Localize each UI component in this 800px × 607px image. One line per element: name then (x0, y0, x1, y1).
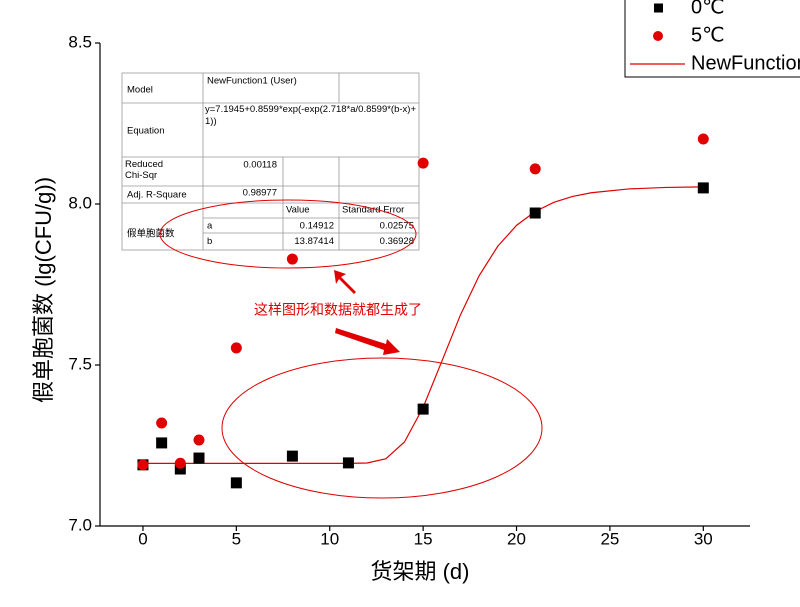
y-axis-label: 假单胞菌数 (lg(CFU/g)) (31, 177, 56, 403)
point (174, 463, 186, 475)
point (137, 459, 149, 471)
arrow (334, 270, 356, 294)
point (174, 457, 186, 469)
point (193, 434, 205, 446)
legend-label: 0℃ (691, 0, 725, 18)
x-tick-label: 15 (414, 529, 433, 548)
table-border (121, 72, 420, 251)
table-cell: Adj. R-Square (127, 190, 187, 201)
table-cell: 假单胞菌数 (127, 228, 175, 240)
y-tick-label: 8.0 (68, 193, 92, 212)
y-tick-label: 8.5 (68, 32, 92, 51)
table-cell: Value (286, 205, 310, 216)
point (529, 163, 541, 175)
table-cell: y=7.1945+0.8599*exp(-exp(2.718*a/0.8599*… (205, 104, 416, 127)
table-cell-wrap: y=7.1945+0.8599*exp(-exp(2.718*a/0.8599*… (205, 104, 416, 127)
x-tick-label: 0 (138, 529, 147, 548)
legend-label: NewFunction1 (691, 52, 800, 74)
x-tick-label: 25 (600, 529, 619, 548)
legend-label: 5℃ (691, 24, 725, 46)
table-cell: 0.36928 (380, 236, 414, 247)
point (697, 133, 709, 145)
arrow (335, 328, 400, 355)
point (697, 182, 709, 194)
highlight-ellipse (221, 357, 543, 499)
table-cell: Equation (127, 126, 165, 137)
fit-line (142, 186, 704, 464)
table-cell: b (207, 236, 212, 247)
point (342, 457, 354, 469)
point (230, 342, 242, 354)
y-tick-label: 7.0 (68, 515, 92, 534)
y-tick-label: 7.5 (68, 354, 92, 373)
legend-marker (653, 31, 663, 41)
point (156, 417, 168, 429)
table-cell: 0.02575 (380, 221, 414, 232)
legend-marker (654, 3, 663, 13)
point (286, 253, 298, 265)
x-tick-label: 30 (694, 529, 713, 548)
highlight-ellipse (159, 199, 417, 269)
point (193, 452, 205, 464)
table-cell: 0.98977 (243, 188, 277, 199)
table-cell: a (207, 221, 213, 232)
point (417, 403, 429, 415)
point (529, 207, 541, 219)
annotation: 这样图形和数据就都生成了 (254, 302, 422, 318)
table-cell-wrap: Reduced Chi-Sqr (125, 159, 164, 181)
point (156, 437, 168, 449)
table-cell: 0.00118 (243, 160, 277, 171)
table-cell: 13.87414 (294, 236, 334, 247)
x-axis-label: 货架期 (d) (370, 559, 469, 584)
x-tick-label: 5 (232, 529, 241, 548)
table-cell: Model (127, 85, 153, 96)
table-cell: Standard Error (342, 205, 404, 216)
point (230, 477, 242, 489)
x-tick-label: 10 (320, 529, 339, 548)
point (286, 450, 298, 462)
table-cell: 0.14912 (300, 221, 334, 232)
axes (99, 43, 750, 527)
x-tick-label: 20 (507, 529, 526, 548)
table-cell: NewFunction1 (User) (207, 76, 297, 87)
table-cell: Reduced Chi-Sqr (125, 159, 164, 181)
fit-table: Model NewFunction1 (User) Equation y=7.1… (121, 72, 420, 251)
point (417, 157, 429, 169)
